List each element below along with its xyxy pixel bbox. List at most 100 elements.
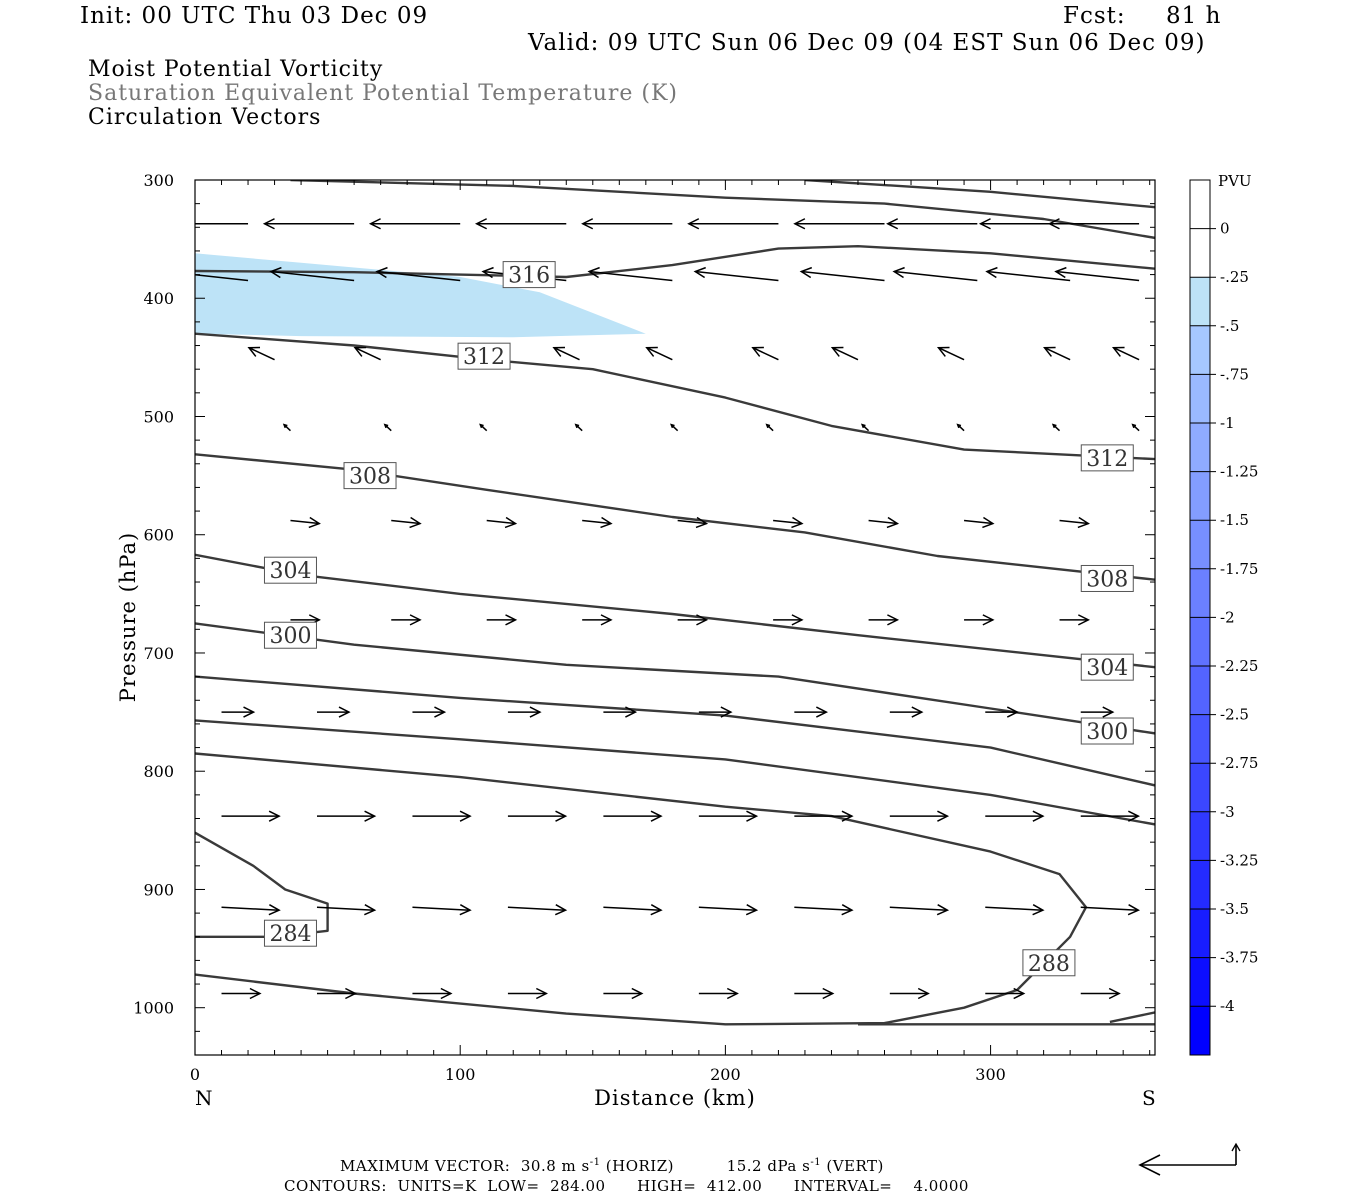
circulation-vector — [391, 516, 422, 529]
colorbar-swatch — [1190, 374, 1210, 423]
vert-exponent: -1 — [810, 1157, 822, 1168]
y-tick-label: 300 — [143, 171, 174, 190]
colorbar-level-label: -3.25 — [1220, 851, 1258, 869]
circulation-vector — [603, 904, 663, 916]
svg-text:312: 312 — [1086, 447, 1128, 472]
y-tick-label: 500 — [143, 407, 174, 426]
colorbar-level-label: -1.25 — [1220, 463, 1258, 481]
circulation-vector — [316, 904, 377, 916]
circulation-vector — [1080, 810, 1141, 822]
theta-e-contour-308 — [195, 453, 1155, 581]
circulation-vector — [677, 614, 709, 626]
colorbar-swatch — [1190, 520, 1210, 569]
theta-e-contour-292 — [195, 719, 1155, 826]
circulation-vector — [221, 987, 262, 1000]
south-end-label: S — [1142, 1086, 1156, 1110]
colorbar-level-label: -3 — [1220, 803, 1235, 821]
circulation-vector — [603, 706, 638, 718]
svg-text:300: 300 — [269, 624, 311, 649]
circulation-vector — [751, 346, 779, 361]
circulation-vector — [964, 614, 995, 626]
circulation-vector — [316, 706, 351, 718]
y-tick-label: 1000 — [133, 999, 174, 1018]
svg-text:308: 308 — [1086, 567, 1128, 592]
colorbar-swatch — [1190, 763, 1210, 812]
circulation-vector — [391, 614, 422, 626]
circulation-vector — [1080, 706, 1115, 718]
circulation-vector — [956, 423, 965, 432]
circulation-vector — [1059, 516, 1090, 529]
circulation-vector — [1051, 423, 1061, 432]
circulation-vector — [698, 904, 759, 916]
circulation-vector — [316, 810, 377, 822]
circulation-vector — [282, 423, 291, 432]
circulation-vector — [1059, 614, 1091, 626]
x-tick-label: 0 — [190, 1065, 200, 1084]
horiz-max-value: 30.8 m s — [520, 1157, 590, 1175]
circulation-vector — [1054, 266, 1140, 282]
max-vector-line: MAXIMUM VECTOR: 30.8 m s-1 (HORIZ) 15.2 … — [340, 1157, 884, 1175]
circulation-vector — [698, 810, 759, 822]
theta-e-contour-324 — [804, 180, 1155, 209]
circulation-vector — [794, 706, 829, 718]
circulation-vector — [868, 516, 900, 529]
y-tick-label: 700 — [143, 644, 174, 663]
field-title-theta-e: Saturation Equivalent Potential Temperat… — [88, 81, 678, 106]
circulation-vector — [645, 346, 673, 361]
circulation-vector — [1080, 904, 1141, 916]
circulation-vector — [889, 904, 950, 916]
circulation-vector — [507, 904, 568, 916]
circulation-vector — [412, 706, 447, 718]
contour-label: 312 — [457, 342, 511, 370]
svg-text:308: 308 — [349, 465, 391, 490]
horiz-exponent: -1 — [589, 1157, 601, 1168]
svg-text:316: 316 — [508, 264, 550, 289]
y-tick-label: 800 — [143, 762, 174, 781]
colorbar-level-label: -3.75 — [1220, 949, 1258, 967]
circulation-vector — [1131, 423, 1140, 432]
field-title-vectors: Circulation Vectors — [88, 105, 322, 130]
circulation-vector — [474, 218, 567, 230]
circulation-vector — [698, 987, 739, 1000]
colorbar-swatch — [1190, 228, 1210, 278]
circulation-vector — [412, 810, 472, 822]
valid-time: Valid: 09 UTC Sun 06 Dec 09 (04 EST Sun … — [528, 30, 1206, 56]
circulation-vector — [353, 346, 381, 361]
circulation-vector — [886, 218, 978, 230]
colorbar-level-label: -1.5 — [1220, 511, 1249, 529]
circulation-vector — [985, 904, 1045, 916]
circulation-vector — [677, 516, 709, 529]
vert-tag: (VERT) — [826, 1157, 884, 1175]
theta-e-contour-316 — [195, 244, 1155, 279]
plot-frame — [194, 179, 1156, 1056]
colorbar-swatch — [1190, 471, 1210, 521]
circulation-vector — [221, 810, 281, 822]
circulation-vector — [670, 423, 679, 432]
circulation-vector — [936, 346, 965, 361]
theta-e-contour-304 — [195, 553, 1155, 669]
circulation-vector — [368, 218, 461, 230]
circulation-vector — [799, 266, 885, 282]
circulation-vector — [793, 218, 885, 230]
circulation-vector — [889, 810, 950, 822]
mpv-shaded-region — [195, 253, 646, 338]
colorbar-swatch — [1190, 860, 1210, 909]
svg-text:284: 284 — [269, 922, 311, 947]
circulation-vector — [1111, 346, 1140, 361]
colorbar-level-label: -2.25 — [1220, 657, 1258, 675]
circulation-vector — [603, 987, 644, 1000]
svg-text:288: 288 — [1028, 952, 1070, 977]
contour-label: 300 — [263, 621, 317, 649]
field-title-mpv: Moist Potential Vorticity — [88, 57, 384, 82]
circulation-vector — [985, 706, 1019, 718]
circulation-vector — [507, 706, 542, 718]
theta-e-contour-290 — [195, 752, 1088, 1026]
north-end-label: N — [195, 1086, 213, 1110]
circulation-vector — [195, 223, 249, 225]
reference-vector-icon — [1138, 1142, 1241, 1176]
contour-label: 304 — [1080, 653, 1134, 681]
forecast-hour: 81 h — [1166, 3, 1222, 29]
circulation-vector — [985, 987, 1026, 1000]
contour-label: 312 — [1080, 444, 1134, 472]
